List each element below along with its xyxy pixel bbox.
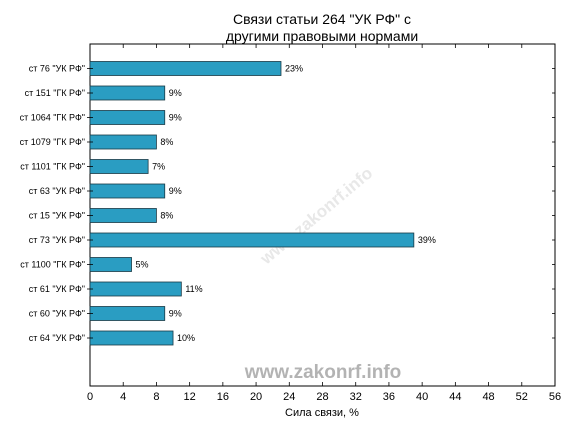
category-label: ст 63 "УК РФ" [29,186,85,196]
chart-title-line-1: Связи статьи 264 "УК РФ" с [233,11,411,27]
x-axis-label: Сила связи, % [285,407,359,419]
value-label: 5% [136,260,149,270]
x-tick-label: 28 [316,391,328,403]
x-tick-label: 52 [516,391,528,403]
category-label: ст 151 "ГК РФ" [25,88,85,98]
value-label: 9% [169,186,182,196]
value-labels: 23% 9% 9% 8% 7% 9% 8% 39% 5% 11% 9% 10% [136,64,436,344]
value-label: 39% [418,235,436,245]
x-tick-label: 4 [120,391,126,403]
category-label: ст 1064 "ГК РФ" [20,113,85,123]
category-label: ст 76 "УК РФ" [29,64,85,74]
category-label: ст 60 "УК РФ" [29,309,85,319]
chart-title-line-2: другими правовыми нормами [226,28,418,44]
category-label: ст 61 "УК РФ" [29,284,85,294]
bar [89,134,157,150]
plot-area [89,43,556,387]
x-axis-ticks: 0 4 8 12 16 20 24 28 32 36 40 44 48 52 56 [87,44,561,403]
bar [89,306,166,321]
category-label: ст 1101 "ГК РФ" [20,162,85,172]
bar [89,159,149,174]
category-label: ст 64 "УК РФ" [29,333,85,343]
x-tick-label: 32 [350,391,362,403]
value-label: 10% [177,333,195,343]
bar [89,281,182,297]
value-label: 8% [160,211,173,221]
bar [89,110,166,125]
category-labels: ст 76 "УК РФ" ст 151 "ГК РФ" ст 1064 "ГК Р… [20,64,85,344]
x-tick-label: 20 [250,391,262,403]
category-label: ст 73 "УК РФ" [29,235,85,245]
x-tick-label: 24 [283,391,295,403]
bar [89,85,166,101]
x-tick-label: 36 [383,391,395,403]
value-label: 23% [285,64,303,74]
category-label: ст 1079 "ГК РФ" [20,137,85,147]
value-label: 9% [169,88,182,98]
bar [89,330,174,346]
x-tick-label: 44 [449,391,461,403]
x-tick-label: 16 [217,391,229,403]
bar [89,183,166,199]
value-label: 8% [160,137,173,147]
bars-layer [87,61,555,346]
bar [89,208,157,223]
bar [89,232,415,248]
x-tick-label: 48 [482,391,494,403]
bar [89,61,282,76]
bar [89,257,132,272]
x-tick-label: 56 [549,391,561,403]
value-label: 11% [185,284,202,294]
value-label: 7% [152,162,165,172]
x-tick-label: 40 [416,391,428,403]
x-tick-label: 8 [153,391,159,403]
x-tick-label: 12 [184,391,196,403]
category-label: ст 1100 "ГК РФ" [20,260,85,270]
value-label: 9% [169,113,182,123]
x-tick-label: 0 [87,391,93,403]
watermark-main: www.zakonrf.info [244,362,402,383]
category-label: ст 15 "УК РФ" [29,211,85,221]
value-label: 9% [169,309,182,319]
